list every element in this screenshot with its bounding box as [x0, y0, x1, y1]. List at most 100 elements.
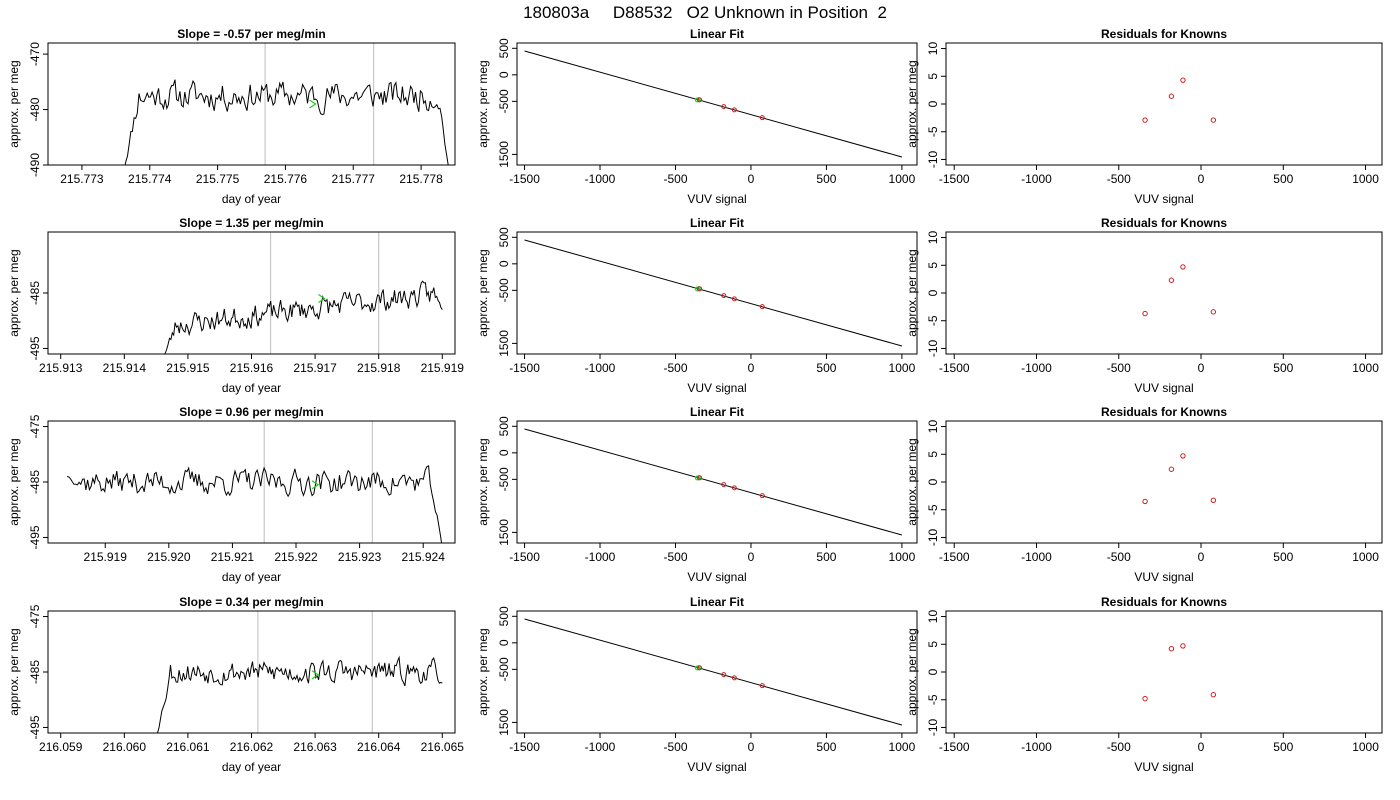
- y-axis-label: approx. per meg: [905, 438, 919, 525]
- y-tick-label: -5: [926, 694, 940, 705]
- panel-1: Slope = -0.57 per meg/min day of year appr…: [7, 27, 456, 206]
- x-axis-label: day of year: [222, 570, 281, 584]
- x-axis-label: VUV signal: [1134, 760, 1193, 774]
- y-tick-label: 5: [926, 262, 940, 269]
- panel-2: Linear Fit VUV signal approx. per meg -1500…: [476, 27, 918, 206]
- plot-area: [524, 239, 903, 347]
- x-tick-label: -1500: [509, 550, 540, 564]
- y-tick-label: -10: [926, 150, 940, 168]
- x-axis-label: VUV signal: [1134, 570, 1193, 584]
- y-tick-label: -485: [28, 470, 42, 494]
- x-tick-label: 216.059: [39, 740, 83, 754]
- x-tick-label: -500: [1107, 172, 1131, 186]
- y-tick-label: 10: [926, 610, 940, 624]
- y-tick-label: -490: [28, 153, 42, 177]
- y-tick-label: -5: [926, 315, 940, 326]
- residual-point: [1180, 264, 1186, 270]
- x-tick-label: 215.921: [211, 550, 255, 564]
- y-tick-label: -5: [926, 504, 940, 515]
- x-tick-label: 215.777: [332, 172, 376, 186]
- x-tick-label: 215.924: [402, 550, 446, 564]
- x-tick-label: 0: [1198, 740, 1205, 754]
- y-tick-label: -475: [28, 604, 42, 628]
- x-tick-label: 215.922: [274, 550, 318, 564]
- y-tick-label: 1500: [497, 519, 511, 546]
- known-point: [731, 296, 737, 302]
- y-tick-label: -500: [497, 89, 511, 113]
- x-tick-label: -500: [663, 361, 687, 375]
- x-tick-label: 500: [1273, 361, 1293, 375]
- x-tick-label: -1000: [585, 172, 616, 186]
- x-axis-label: VUV signal: [1134, 192, 1193, 206]
- plot-area: [524, 428, 903, 536]
- x-tick-label: -1000: [585, 740, 616, 754]
- y-tick-label: 1500: [497, 141, 511, 168]
- known-point: [731, 675, 737, 681]
- x-tick-label: 215.913: [39, 361, 83, 375]
- x-tick-label: -1500: [509, 361, 540, 375]
- plot-frame: [516, 610, 918, 734]
- panel-12: Residuals for Knowns VUV signal approx. pe…: [905, 595, 1383, 774]
- y-tick-label: 5: [926, 641, 940, 648]
- x-tick-label: -1500: [939, 361, 970, 375]
- y-axis-label: approx. per meg: [905, 60, 919, 147]
- x-tick-label: 500: [816, 172, 836, 186]
- plot-area: [164, 232, 443, 354]
- y-tick-label: -10: [926, 718, 940, 736]
- x-tick-label: 1000: [1352, 172, 1379, 186]
- residual-point: [1168, 277, 1175, 283]
- data-trace: [164, 280, 443, 354]
- x-tick-label: 500: [1273, 740, 1293, 754]
- y-tick-label: 500: [497, 38, 511, 58]
- y-axis-label: approx. per meg: [905, 249, 919, 336]
- known-point: [721, 293, 727, 299]
- x-tick-label: -500: [1107, 361, 1131, 375]
- panel-6: Residuals for Knowns VUV signal approx. pe…: [905, 216, 1383, 395]
- y-tick-label: 500: [497, 606, 511, 626]
- panel-title: Linear Fit: [690, 27, 744, 41]
- x-tick-label: 215.775: [196, 172, 240, 186]
- data-trace: [124, 79, 449, 165]
- y-tick-label: 0: [926, 289, 940, 296]
- plot-frame: [516, 231, 918, 355]
- plot-frame: [945, 42, 1383, 166]
- unknown-marker: [311, 670, 320, 680]
- fit-line: [524, 618, 903, 726]
- panel-8: Linear Fit VUV signal approx. per meg -1500…: [476, 405, 918, 584]
- x-tick-label: 0: [748, 361, 755, 375]
- x-tick-label: 1000: [889, 361, 916, 375]
- x-tick-label: 1000: [1352, 550, 1379, 564]
- x-tick-label: -1000: [585, 361, 616, 375]
- x-axis-label: day of year: [222, 381, 281, 395]
- y-tick-label: -495: [28, 525, 42, 549]
- plot-frame: [47, 610, 456, 734]
- x-tick-label: 1000: [1352, 361, 1379, 375]
- x-tick-label: 500: [816, 740, 836, 754]
- x-axis-label: day of year: [222, 192, 281, 206]
- plot-frame: [516, 420, 918, 544]
- y-tick-label: 500: [497, 227, 511, 247]
- x-tick-label: 215.773: [60, 172, 104, 186]
- y-tick-label: -500: [497, 278, 511, 302]
- panel-title: Residuals for Knowns: [1101, 216, 1227, 230]
- y-tick-label: -470: [28, 42, 42, 66]
- x-tick-label: 215.778: [399, 172, 443, 186]
- y-tick-label: -10: [926, 528, 940, 546]
- plot-frame: [47, 42, 456, 166]
- y-tick-label: -495: [28, 715, 42, 739]
- x-tick-label: 216.063: [293, 740, 337, 754]
- panel-9: Residuals for Knowns VUV signal approx. pe…: [905, 405, 1383, 584]
- panel-title: Residuals for Knowns: [1101, 405, 1227, 419]
- panel-title: Residuals for Knowns: [1101, 595, 1227, 609]
- x-axis-label: VUV signal: [1134, 381, 1193, 395]
- x-tick-label: -500: [663, 740, 687, 754]
- x-tick-label: 0: [1198, 550, 1205, 564]
- y-tick-label: -480: [28, 97, 42, 121]
- x-tick-label: 1000: [1352, 740, 1379, 754]
- residual-point: [1142, 117, 1148, 123]
- panel-7: Slope = 0.96 per meg/min day of year appro…: [7, 405, 456, 584]
- known-point: [759, 115, 765, 121]
- y-axis-label: approx. per meg: [476, 438, 490, 525]
- y-tick-label: 0: [497, 449, 511, 456]
- plot-area: [156, 611, 443, 733]
